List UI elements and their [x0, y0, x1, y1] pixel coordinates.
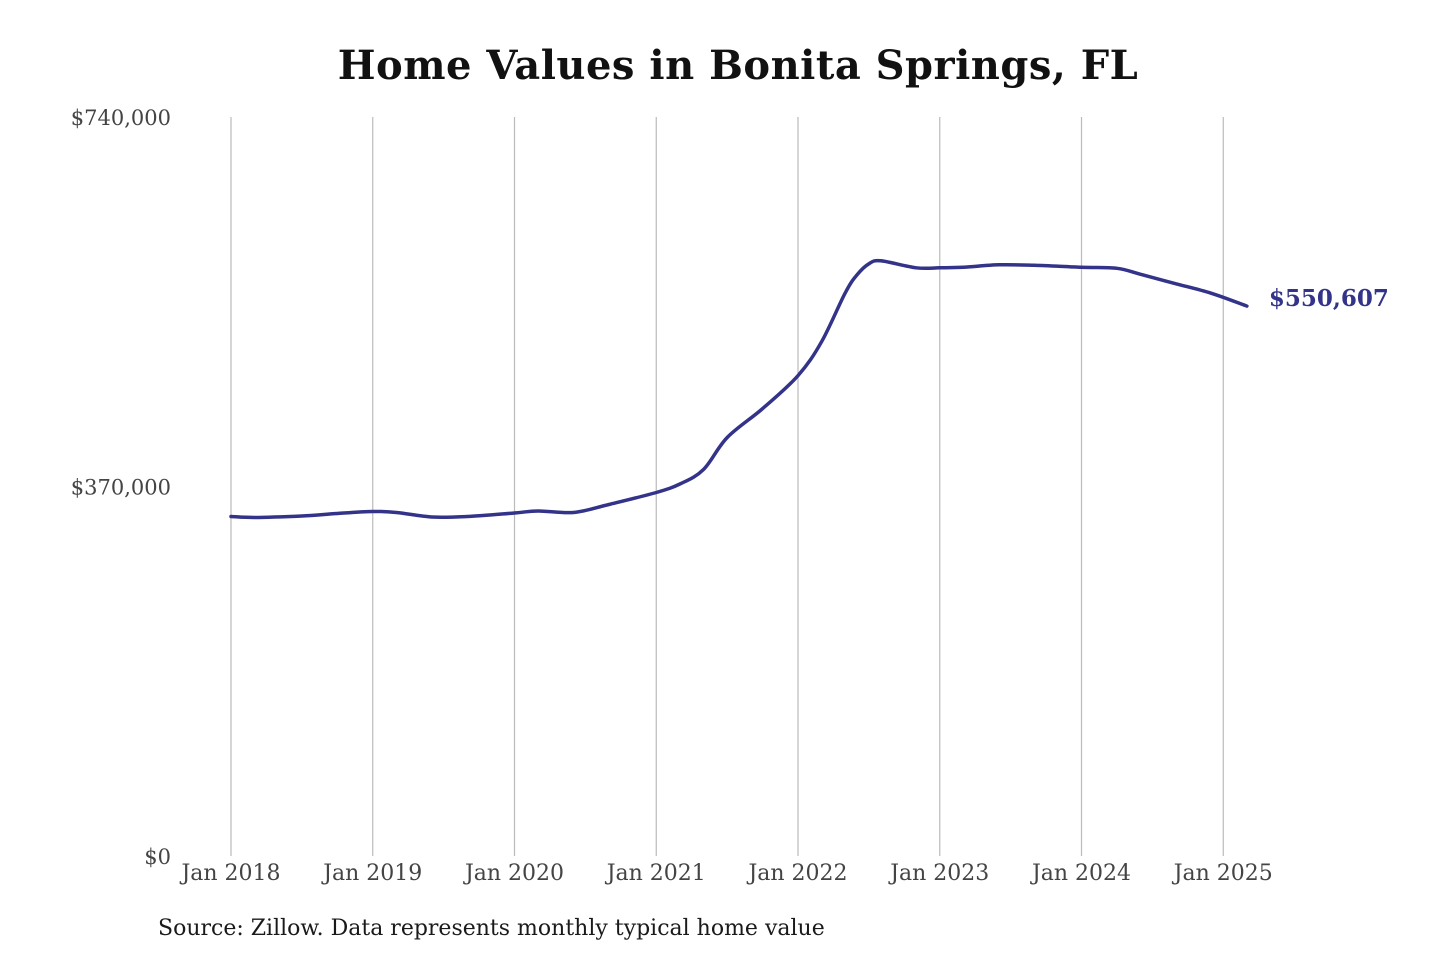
x-tick-label-6: Jan 2024: [1030, 861, 1131, 886]
source-note: Source: Zillow. Data represents monthly …: [158, 916, 825, 941]
chart-title: Home Values in Bonita Springs, FL: [337, 42, 1139, 89]
gridlines: [230, 117, 1224, 856]
y-tick-label-2: $740,000: [71, 106, 171, 130]
y-tick-label-1: $370,000: [71, 476, 171, 500]
x-tick-label-7: Jan 2025: [1172, 861, 1273, 886]
x-tick-label-2: Jan 2020: [463, 861, 564, 886]
series-line-0: [229, 258, 1249, 520]
end-value-label: $550,607: [1269, 285, 1389, 312]
y-tick-label-0: $0: [144, 845, 171, 869]
x-tick-label-0: Jan 2018: [179, 861, 280, 886]
x-tick-label-3: Jan 2021: [605, 861, 706, 886]
x-tick-label-1: Jan 2019: [321, 861, 422, 886]
series-layer: $550,607: [229, 258, 1389, 520]
x-axis-ticks: Jan 2018 Jan 2019 Jan 2020 Jan 2021 Jan 2022…: [179, 861, 1272, 886]
x-tick-label-4: Jan 2022: [746, 861, 847, 886]
x-tick-label-5: Jan 2023: [888, 861, 989, 886]
y-axis-ticks: $0 $370,000 $740,000: [71, 106, 171, 869]
